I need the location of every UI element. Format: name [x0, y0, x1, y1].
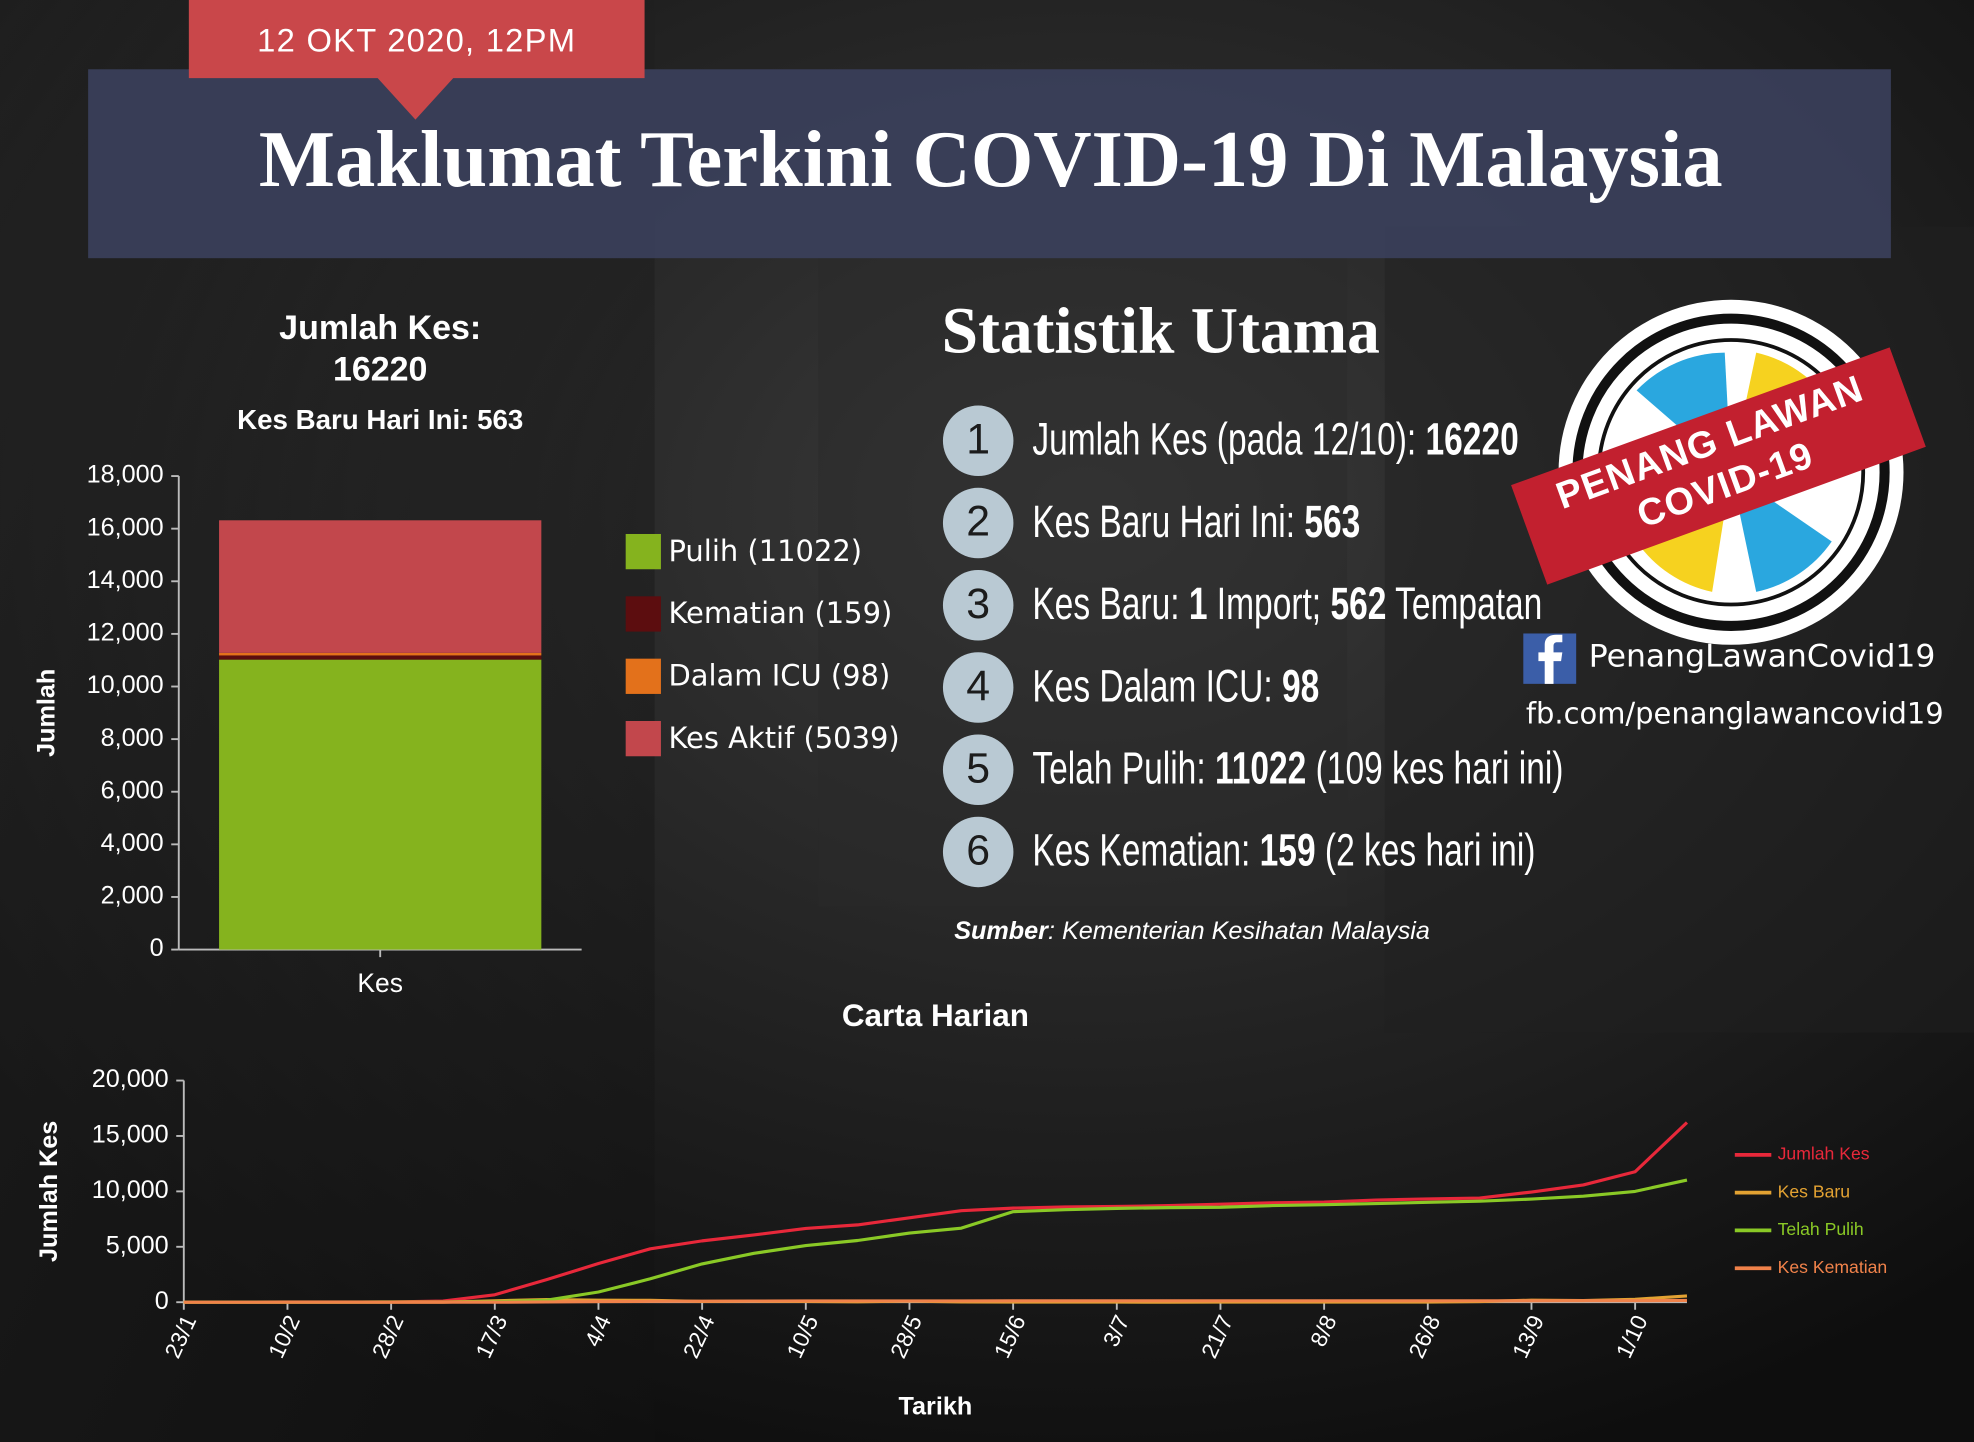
badge-number: 3: [966, 580, 990, 628]
chart-title: Carta Harian: [842, 998, 1029, 1033]
legend-swatch: [625, 658, 661, 694]
stat-text: Kes Baru: 1 Import; 562 Tempatan: [1032, 579, 1542, 629]
legend-label: Kes Baru: [1778, 1181, 1850, 1201]
badge-number: 4: [966, 662, 990, 710]
source-text: : Kementerian Kesihatan Malaysia: [1048, 917, 1430, 945]
number-badge: [942, 569, 1014, 641]
stat-label: Jumlah Kes (pada 12/10):: [1032, 414, 1425, 464]
social-name: PenangLawanCovid19: [1589, 638, 1936, 674]
stat-value: 98: [1282, 661, 1319, 711]
legend-swatch: [625, 721, 661, 757]
badge-number: 2: [966, 498, 990, 546]
stat-label: Tempatan: [1386, 579, 1542, 629]
stat-text: Jumlah Kes (pada 12/10): 16220: [1032, 414, 1518, 464]
y-tick-label: 2,000: [101, 882, 164, 910]
stat-label: Import;: [1207, 579, 1330, 629]
source-label: Sumber: [954, 917, 1049, 945]
bar-segment: [219, 659, 542, 950]
stat-text: Kes Dalam ICU: 98: [1032, 661, 1319, 711]
chart-total: 16220: [333, 351, 427, 389]
stat-label: Kes Baru Hari Ini:: [1032, 496, 1304, 546]
stat-text: Telah Pulih: 11022 (109 kes hari ini): [1032, 743, 1563, 793]
stat-value: 159: [1260, 825, 1316, 875]
background-block: [818, 251, 1348, 907]
bar-segment: [219, 655, 542, 660]
y-tick-label: 4,000: [101, 829, 164, 857]
bar-segment: [219, 652, 542, 656]
number-badge: [942, 405, 1014, 477]
social-url: fb.com/penanglawancovid19: [1526, 696, 1944, 730]
y-tick-label: 0: [155, 1287, 169, 1315]
legend-swatch: [625, 596, 661, 632]
number-badge: [942, 734, 1014, 806]
legend-label: Jumlah Kes: [1778, 1144, 1870, 1164]
title-band: [88, 69, 1891, 259]
x-axis-label: Tarikh: [899, 1393, 973, 1421]
date-tab: [188, 0, 645, 120]
number-badge: [942, 487, 1014, 559]
y-tick-label: 12,000: [87, 619, 164, 647]
x-tick-label: Kes: [357, 968, 403, 998]
bar-segment: [219, 520, 542, 653]
stat-value: 563: [1304, 496, 1360, 546]
date-label: 12 OKT 2020, 12PM: [257, 21, 576, 58]
badge-number: 6: [966, 827, 990, 875]
y-tick-label: 20,000: [92, 1065, 169, 1093]
y-tick-label: 8,000: [101, 724, 164, 752]
stat-value: 562: [1330, 579, 1386, 629]
stats-list: 1 Jumlah Kes (pada 12/10): 16220 2 Kes Baru…: [942, 405, 1563, 888]
line-series: [183, 1298, 1687, 1304]
stat-label: (2 kes hari ini): [1316, 825, 1536, 875]
y-tick-label: 5,000: [106, 1231, 169, 1259]
y-tick-label: 10,000: [87, 671, 164, 699]
badge-number: 5: [966, 744, 990, 792]
number-badge: [942, 652, 1014, 723]
main-title: Maklumat Terkini COVID-19 Di Malaysia: [259, 115, 1723, 204]
logo: PENANG LAWAN COVID-19: [1511, 299, 1926, 645]
y-tick-label: 16,000: [87, 513, 164, 541]
stat-label: Kes Baru:: [1032, 579, 1189, 629]
facebook-glyph: [1538, 634, 1563, 684]
stat-label: (109 kes hari ini): [1306, 743, 1563, 793]
stats-title: Statistik Utama: [942, 296, 1380, 368]
legend-label: Dalam ICU (98): [668, 659, 890, 693]
stat-value: 16220: [1426, 414, 1519, 464]
y-tick-label: 6,000: [101, 776, 164, 804]
stat-label: Kes Kematian:: [1032, 825, 1259, 875]
legend-label: Kes Kematian: [1778, 1257, 1888, 1277]
y-axis-label: Jumlah: [32, 669, 60, 757]
y-axis-label: Jumlah Kes: [35, 1121, 63, 1262]
y-tick-label: 15,000: [92, 1121, 169, 1149]
legend-label: Kematian (159): [668, 596, 892, 630]
source: Sumber: Kementerian Kesihatan Malaysia: [954, 917, 1430, 945]
stat-value: 11022: [1215, 743, 1306, 793]
number-badge: [942, 816, 1014, 888]
legend-label: Kes Aktif (5039): [668, 721, 899, 755]
legend-label: Telah Pulih: [1778, 1219, 1864, 1239]
stat-label: Telah Pulih:: [1032, 743, 1215, 793]
y-tick-label: 0: [150, 934, 164, 962]
bar-chart: Jumlah Kes: 16220 Kes Baru Hari Ini: 563 Ju…: [32, 309, 899, 998]
logo-banner: [1511, 347, 1926, 585]
y-tick-label: 18,000: [87, 461, 164, 489]
stat-value: 1: [1189, 579, 1208, 629]
stat-label: Kes Dalam ICU:: [1032, 661, 1282, 711]
y-tick-label: 10,000: [92, 1176, 169, 1204]
badge-number: 1: [966, 415, 990, 463]
chart-subtitle: Kes Baru Hari Ini: 563: [237, 404, 523, 435]
stat-text: Kes Baru Hari Ini: 563: [1032, 496, 1360, 546]
legend-swatch: [625, 533, 661, 570]
chart-title: Jumlah Kes:: [279, 309, 481, 347]
stat-text: Kes Kematian: 159 (2 kes hari ini): [1032, 825, 1535, 875]
legend-label: Pulih (11022): [668, 534, 862, 568]
y-tick-label: 14,000: [87, 566, 164, 594]
